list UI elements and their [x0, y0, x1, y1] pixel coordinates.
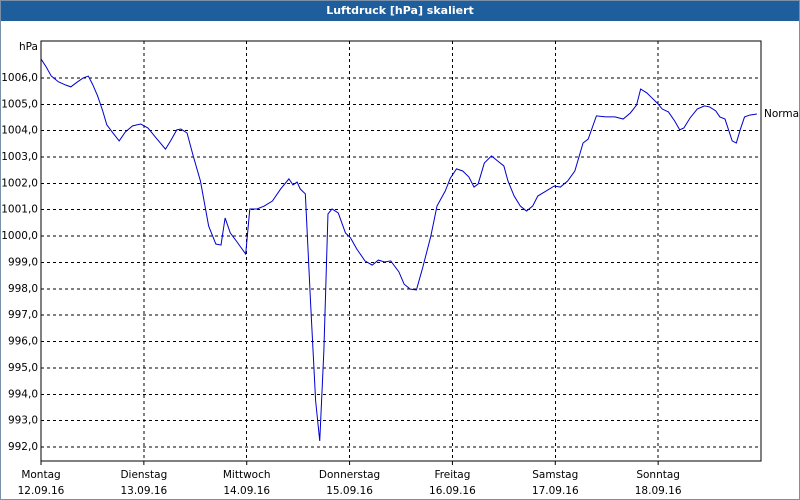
y-tick-label: 1001,0	[1, 204, 38, 216]
x-tick-label: Donnerstag	[319, 469, 380, 481]
y-tick-label: 998,0	[8, 283, 38, 295]
x-tick-label: Sonntag	[636, 469, 680, 481]
x-tick-label: Samstag	[532, 469, 578, 481]
y-tick-label: 994,0	[8, 388, 38, 400]
chart-title: Luftdruck [hPa] skaliert	[1, 1, 799, 21]
x-tick-label: 16.09.16	[429, 485, 476, 497]
y-tick-label: 992,0	[8, 441, 38, 453]
x-tick-label: Montag	[21, 469, 60, 481]
x-tick-label: 15.09.16	[326, 485, 373, 497]
y-tick-label: 1005,0	[1, 98, 38, 110]
x-tick-label: 13.09.16	[120, 485, 167, 497]
x-tick-label: Freitag	[434, 469, 470, 481]
y-tick-label: 1000,0	[1, 230, 38, 242]
annotation: Normal	[764, 108, 799, 120]
y-tick-label: 995,0	[8, 362, 38, 374]
y-tick-label: 999,0	[8, 256, 38, 268]
y-tick-label: 1004,0	[1, 125, 38, 137]
y-tick-label: 993,0	[8, 415, 38, 427]
y-tick-label: 1006,0	[1, 72, 38, 84]
x-tick-label: 12.09.16	[18, 485, 65, 497]
x-tick-label: 14.09.16	[223, 485, 270, 497]
y-tick-label: 1003,0	[1, 151, 38, 163]
chart: hPa 992,0 993,0 994,0 995,0 996,0 997,0 998,0 99…	[1, 40, 799, 497]
y-tick-label: 996,0	[8, 336, 38, 348]
y-tick-label: 1002,0	[1, 177, 38, 189]
x-tick-label: 18.09.16	[635, 485, 682, 497]
x-tick-label: Dienstag	[120, 469, 167, 481]
y-axis-label: hPa	[19, 41, 38, 53]
y-tick-label: 997,0	[8, 309, 38, 321]
x-tick-label: 17.09.16	[532, 485, 579, 497]
line	[40, 58, 757, 442]
x-tick-label: Mittwoch	[223, 469, 271, 481]
plot-border	[40, 40, 762, 462]
